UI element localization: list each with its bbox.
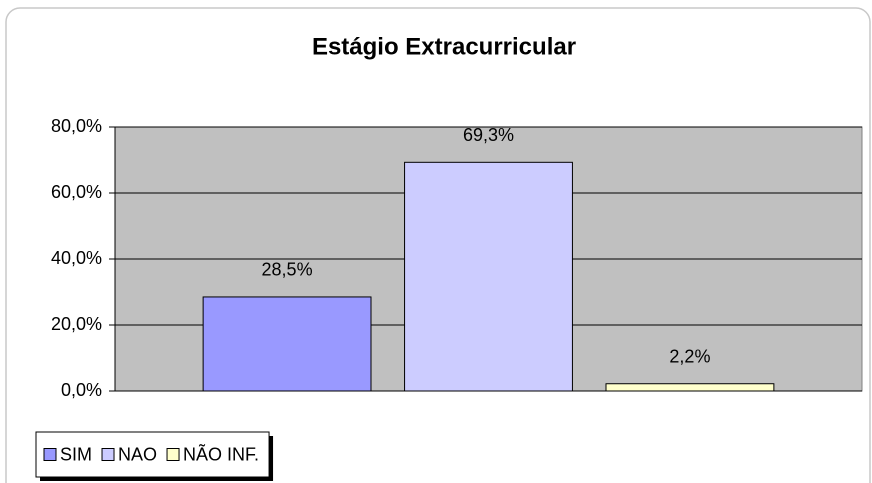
y-tick-label: 20,0%	[51, 314, 102, 334]
legend-label: NAO	[118, 444, 157, 464]
legend-swatch	[166, 448, 180, 461]
legend-swatch	[43, 448, 57, 461]
y-tick-label: 80,0%	[51, 116, 102, 136]
y-tick-label: 40,0%	[51, 248, 102, 268]
y-tick-label: 0,0%	[61, 380, 102, 400]
data-label: 2,2%	[669, 346, 710, 366]
data-label: 69,3%	[463, 125, 514, 145]
data-label: 28,5%	[262, 260, 313, 280]
legend	[35, 431, 270, 478]
bar	[202, 296, 372, 392]
y-tick-label: 60,0%	[51, 182, 102, 202]
bar	[404, 161, 573, 392]
legend-label: NÃO INF.	[183, 443, 259, 464]
legend-label: SIM	[60, 444, 92, 464]
chart-title: Estágio Extracurricular	[312, 33, 576, 60]
legend-swatch	[101, 448, 115, 461]
bar	[605, 383, 775, 392]
